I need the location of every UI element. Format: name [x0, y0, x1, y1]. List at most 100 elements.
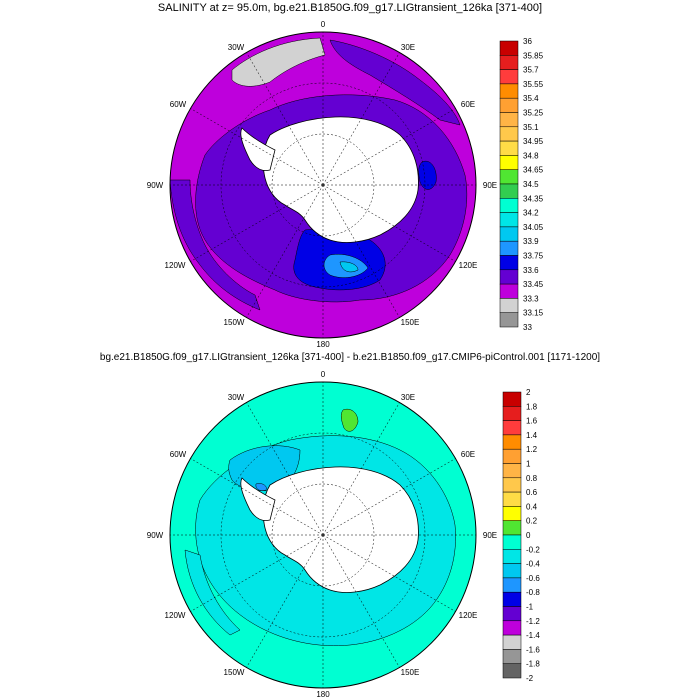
colorbar-label: 34.5: [523, 180, 539, 189]
colorbar-label: 35.1: [523, 123, 539, 132]
colorbar-label: 35.7: [523, 66, 539, 75]
lon-label-30e: 30E: [401, 393, 415, 402]
lon-label-180: 180: [316, 340, 330, 349]
latitude-circle: [271, 483, 375, 587]
colorbar-label: 0.2: [526, 517, 538, 526]
colorbar-swatch: [499, 112, 519, 128]
lon-label-60w: 60W: [170, 100, 187, 109]
salinity-field-purple-north: [329, 39, 461, 126]
latitude-circle: [271, 133, 375, 237]
colorbar-label: 33.6: [523, 266, 539, 275]
colorbar-label: 1.8: [526, 402, 538, 411]
colorbar-swatch: [502, 634, 522, 650]
colorbar-swatch: [499, 269, 519, 285]
colorbar-label: 1.4: [526, 431, 538, 440]
lon-label-60e: 60E: [461, 100, 475, 109]
lon-label-150e: 150E: [401, 318, 420, 327]
colorbar-label: 35.55: [523, 80, 544, 89]
colorbar-swatch: [502, 534, 522, 550]
colorbar-swatch: [499, 69, 519, 85]
lon-label-60w: 60W: [170, 450, 187, 459]
colorbar-swatch: [499, 83, 519, 99]
lon-label-0: 0: [321, 370, 326, 379]
bottom-colorbar: 2 1.8 1.6 1.4 1.2 1 0.8 0.6 0.4 0.2 0 -0.2 -0.4 -0.6 -…: [502, 388, 540, 683]
colorbar-swatch: [502, 649, 522, 664]
colorbar-swatch: [499, 55, 519, 70]
antarctic-peninsula-land: [240, 127, 276, 171]
colorbar-swatch: [499, 255, 519, 271]
colorbar-swatch: [499, 298, 519, 313]
colorbar-swatch: [499, 212, 519, 228]
colorbar-swatch: [502, 577, 522, 593]
colorbar-swatch: [499, 97, 519, 113]
colorbar-swatch: [502, 463, 522, 479]
lon-label-90e: 90E: [483, 531, 497, 540]
lon-label-120e: 120E: [459, 261, 478, 270]
bottom-title: bg.e21.B1850G.f09_g17.LIGtransient_126ka…: [99, 352, 601, 363]
colorbar-label: 33.3: [523, 294, 539, 303]
colorbar-label: 36: [523, 37, 532, 46]
meridian-lines: [170, 382, 476, 688]
colorbar-swatch: [502, 434, 522, 450]
colorbar-label: 34.2: [523, 209, 539, 218]
colorbar-label: 33.15: [523, 309, 544, 318]
colorbar-label: 34.8: [523, 151, 539, 160]
meridian-lines: [170, 32, 476, 338]
colorbar-label: -0.6: [526, 574, 540, 583]
lon-label-150w: 150W: [224, 668, 245, 677]
map-boundary: [169, 31, 477, 339]
colorbar-label: -0.8: [526, 588, 540, 597]
salinity-field-blue-east: [418, 160, 437, 190]
colorbar-swatch: [502, 406, 522, 421]
salinity-field-gray: [231, 37, 326, 87]
colorbar-swatch: [502, 491, 522, 507]
colorbar-swatch: [502, 391, 522, 407]
colorbar-swatch: [499, 140, 519, 156]
top-title: SALINITY at z= 95.0m, bg.e21.B1850G.f09_…: [157, 2, 543, 14]
colorbar-label: 35.85: [523, 51, 544, 60]
colorbar-swatch: [499, 126, 519, 142]
colorbar-swatch: [499, 155, 519, 170]
lon-label-180: 180: [316, 690, 330, 699]
bottom-map: 0 30E 60E 90E 120E 150E 180 150W 120W 90…: [147, 370, 541, 699]
colorbar-label: 33.45: [523, 280, 544, 289]
lon-label-90e: 90E: [483, 181, 497, 190]
colorbar-swatch: [499, 169, 519, 185]
colorbar-swatch: [502, 448, 522, 464]
colorbar-label: 1: [526, 460, 531, 469]
colorbar-swatch: [499, 226, 519, 242]
colorbar-label: 33.9: [523, 237, 539, 246]
lon-label-120e: 120E: [459, 611, 478, 620]
colorbar-swatch: [499, 283, 519, 299]
colorbar-swatch: [499, 183, 519, 199]
colorbar-label: 0.4: [526, 502, 538, 511]
colorbar-label: 1.2: [526, 445, 538, 454]
lon-label-120w: 120W: [165, 611, 186, 620]
anomaly-field-green-spot: [340, 408, 359, 432]
colorbar-label: 2: [526, 388, 531, 397]
antarctic-peninsula-land: [240, 477, 276, 521]
colorbar-swatch: [499, 40, 519, 56]
colorbar-swatch: [502, 477, 522, 493]
colorbar-label: 0: [526, 531, 531, 540]
colorbar-label: 34.05: [523, 223, 544, 232]
colorbar-label: -1.4: [526, 631, 540, 640]
colorbar-swatch: [502, 420, 522, 436]
colorbar-label: 34.95: [523, 137, 544, 146]
colorbar-swatch: [502, 563, 522, 579]
colorbar-label: 33.75: [523, 252, 544, 261]
colorbar-label: 35.25: [523, 109, 544, 118]
colorbar-label: 33: [523, 323, 532, 332]
colorbar-label: 0.8: [526, 474, 538, 483]
lon-label-30w: 30W: [228, 43, 245, 52]
lon-label-90w: 90W: [147, 181, 164, 190]
anomaly-field-cyan-west: [184, 549, 241, 636]
salinity-field-cyan: [339, 261, 359, 273]
top-colorbar: 36 35.85 35.7 35.55 35.4 35.25 35.1 34.95 34.8 34…: [499, 37, 544, 332]
colorbar-label: 34.65: [523, 166, 544, 175]
colorbar-swatch: [502, 506, 522, 521]
lon-label-120w: 120W: [165, 261, 186, 270]
colorbar-swatch: [499, 240, 519, 256]
colorbar-label: -1.8: [526, 660, 540, 669]
colorbar-swatch: [502, 606, 522, 622]
